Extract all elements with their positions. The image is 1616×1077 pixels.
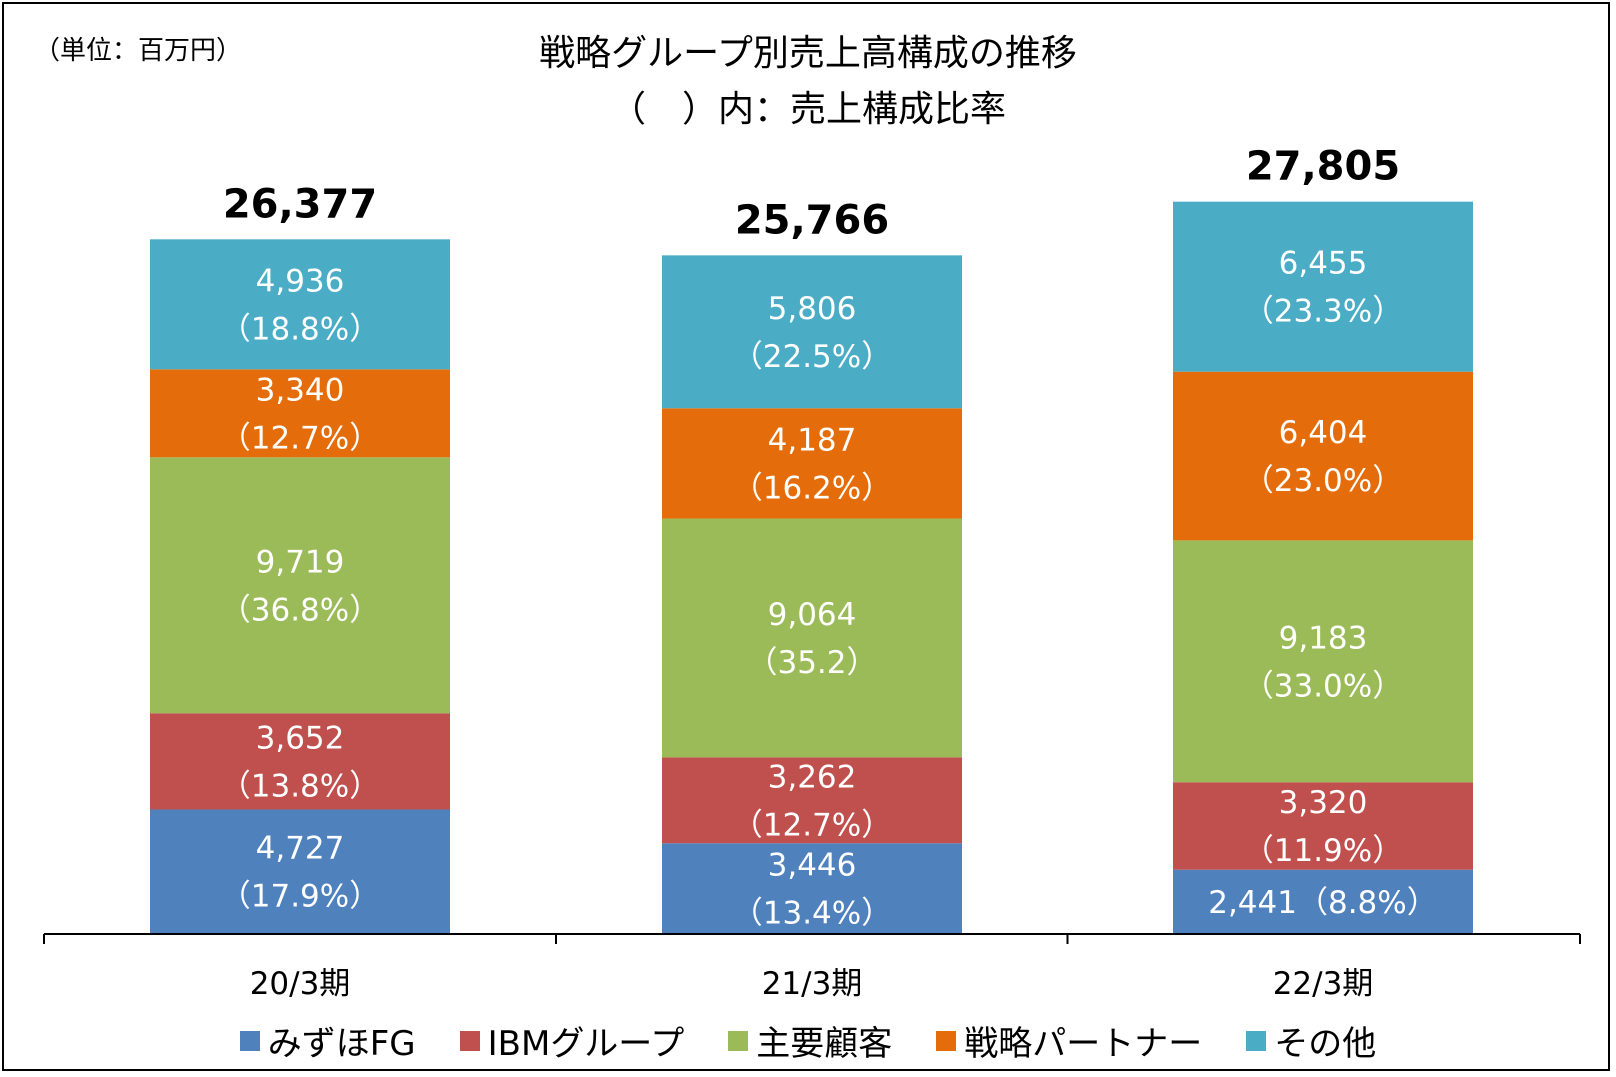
legend-item-1: みずほFG <box>239 1016 416 1065</box>
legend-swatch-2 <box>459 1030 480 1051</box>
legend-label-3: 主要顧客 <box>756 1024 893 1064</box>
bar-segment-4-1 <box>150 369 450 458</box>
bar-segment-5-2 <box>662 255 962 409</box>
data-label-2-1-1: 3,652 <box>256 720 345 756</box>
legend-label-4: 戦略パートナー <box>964 1024 1203 1064</box>
x-tick-label-3: 22/3期 <box>1273 966 1374 1002</box>
bar-segment-3-1 <box>150 457 450 714</box>
legend-swatch-1 <box>239 1030 260 1051</box>
legend-label-1: みずほFG <box>267 1024 416 1064</box>
x-tick-label-1: 20/3期 <box>250 966 351 1002</box>
data-label-1-3-1: 2,441（8.8%） <box>1208 885 1438 921</box>
data-label-1-2-1: 3,446 <box>768 848 857 884</box>
bar-segment-4-3 <box>1173 371 1473 541</box>
total-label-3: 27,805 <box>1246 144 1400 190</box>
data-label-3-3-2: （33.0%） <box>1243 668 1403 704</box>
data-label-3-1-2: （36.8%） <box>220 592 380 628</box>
bar-segment-3-2 <box>662 518 962 758</box>
data-label-1-1-1: 4,727 <box>256 831 345 867</box>
data-label-5-3-1: 6,455 <box>1279 246 1368 282</box>
legend-item-5: その他 <box>1246 1016 1376 1065</box>
chart-subtitle: （ ）内：売上構成比率 <box>609 89 1006 130</box>
legend-swatch-5 <box>1246 1030 1267 1051</box>
data-label-3-3-1: 9,183 <box>1279 620 1368 656</box>
bar-segment-5-3 <box>1173 201 1473 372</box>
data-label-3-1-1: 9,719 <box>256 544 345 580</box>
data-label-4-1-1: 3,340 <box>256 372 345 408</box>
legend-label-5: その他 <box>1274 1024 1377 1064</box>
data-label-2-3-2: （11.9%） <box>1243 833 1403 869</box>
chart-title: 戦略グループ別売上高構成の推移 <box>539 33 1077 74</box>
legend-item-4: 戦略パートナー <box>936 1016 1202 1065</box>
data-label-1-2-2: （13.4%） <box>732 896 892 932</box>
data-label-1-1-2: （17.9%） <box>220 879 380 915</box>
bar-segment-1-1 <box>150 809 450 934</box>
data-label-5-1-1: 4,936 <box>256 263 345 299</box>
bar-segment-3-3 <box>1173 540 1473 783</box>
data-label-4-2-2: （16.2%） <box>732 470 892 506</box>
data-label-5-2-1: 5,806 <box>768 291 857 327</box>
bar-segment-1-2 <box>662 843 962 934</box>
data-label-5-3-2: （23.3%） <box>1243 294 1403 330</box>
bar-segment-2-1 <box>150 713 450 810</box>
legend-swatch-4 <box>936 1030 957 1051</box>
bar-segment-1-3 <box>1173 869 1473 934</box>
data-label-5-1-2: （18.8%） <box>220 311 380 347</box>
legend-item-3: 主要顧客 <box>728 1016 892 1065</box>
data-label-4-2-1: 4,187 <box>768 422 857 458</box>
x-tick-label-2: 21/3期 <box>762 966 863 1002</box>
data-label-4-3-1: 6,404 <box>1279 415 1368 451</box>
data-label-5-2-2: （22.5%） <box>732 339 892 375</box>
legend: みずほFG IBMグループ 主要顧客 戦略パートナー その他 <box>0 1016 1616 1065</box>
legend-swatch-3 <box>728 1030 749 1051</box>
data-label-3-2-2: （35.2） <box>746 645 877 681</box>
bar-segment-2-3 <box>1173 782 1473 870</box>
bar-segment-5-1 <box>150 239 450 370</box>
total-label-2: 25,766 <box>735 197 889 243</box>
data-label-3-2-1: 9,064 <box>768 597 857 633</box>
data-label-4-3-2: （23.0%） <box>1243 463 1403 499</box>
data-label-2-1-2: （13.8%） <box>220 768 380 804</box>
legend-item-2: IBMグループ <box>459 1016 685 1065</box>
total-label-1: 26,377 <box>223 181 377 227</box>
data-label-2-3-1: 3,320 <box>1279 785 1368 821</box>
bar-segment-4-2 <box>662 408 962 519</box>
data-label-2-2-1: 3,262 <box>768 759 857 795</box>
data-label-2-2-2: （12.7%） <box>732 807 892 843</box>
bar-segment-2-2 <box>662 757 962 844</box>
data-label-4-1-2: （12.7%） <box>220 420 380 456</box>
legend-label-2: IBMグループ <box>487 1024 685 1064</box>
unit-label: （単位：百万円） <box>34 36 243 66</box>
